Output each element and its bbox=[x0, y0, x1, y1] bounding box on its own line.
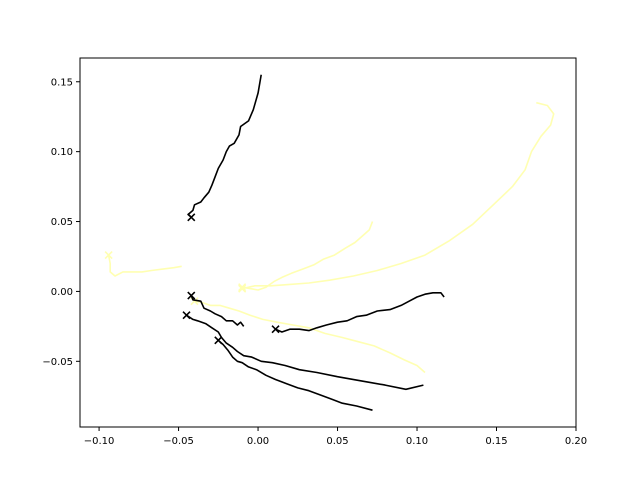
start-marker bbox=[238, 283, 247, 292]
series-7 bbox=[238, 221, 374, 292]
x-tick-label: 0.10 bbox=[406, 436, 428, 447]
start-marker bbox=[187, 213, 196, 222]
series-line bbox=[242, 101, 555, 290]
x-tick-label: −0.10 bbox=[84, 436, 115, 447]
y-tick-label: 0.00 bbox=[51, 287, 73, 298]
axes-frame bbox=[79, 57, 577, 428]
series-2 bbox=[182, 311, 424, 391]
x-axis-ticks: −0.10 −0.05 0.00 0.05 0.10 0.15 0.20 bbox=[84, 427, 587, 447]
series-1 bbox=[187, 291, 245, 327]
start-marker bbox=[238, 284, 247, 293]
series-line bbox=[187, 74, 262, 218]
y-tick-label: 0.10 bbox=[51, 147, 73, 158]
series-line bbox=[107, 254, 182, 277]
start-marker bbox=[182, 311, 191, 320]
start-marker bbox=[187, 291, 196, 300]
y-tick-label: −0.05 bbox=[42, 357, 73, 368]
series-0 bbox=[187, 74, 262, 222]
series-line bbox=[186, 314, 424, 391]
series-8 bbox=[238, 101, 555, 293]
series-4 bbox=[271, 292, 445, 334]
x-tick-label: 0.20 bbox=[565, 436, 587, 447]
start-marker bbox=[104, 251, 113, 260]
x-tick-label: −0.05 bbox=[163, 436, 194, 447]
series-layer bbox=[104, 74, 555, 411]
series-3 bbox=[214, 336, 373, 411]
series-line bbox=[242, 221, 374, 291]
y-tick-label: 0.15 bbox=[51, 77, 73, 88]
start-marker bbox=[271, 325, 280, 334]
x-tick-label: 0.00 bbox=[247, 436, 269, 447]
series-line bbox=[194, 300, 426, 374]
y-axis-ticks: −0.05 0.00 0.05 0.10 0.15 bbox=[42, 77, 80, 368]
series-line bbox=[217, 339, 373, 411]
series-line bbox=[190, 295, 245, 327]
x-tick-label: 0.05 bbox=[326, 436, 348, 447]
series-line bbox=[275, 292, 445, 333]
series-5 bbox=[104, 251, 182, 277]
y-tick-label: 0.05 bbox=[51, 217, 73, 228]
start-marker bbox=[214, 336, 223, 345]
x-tick-label: 0.15 bbox=[485, 436, 507, 447]
